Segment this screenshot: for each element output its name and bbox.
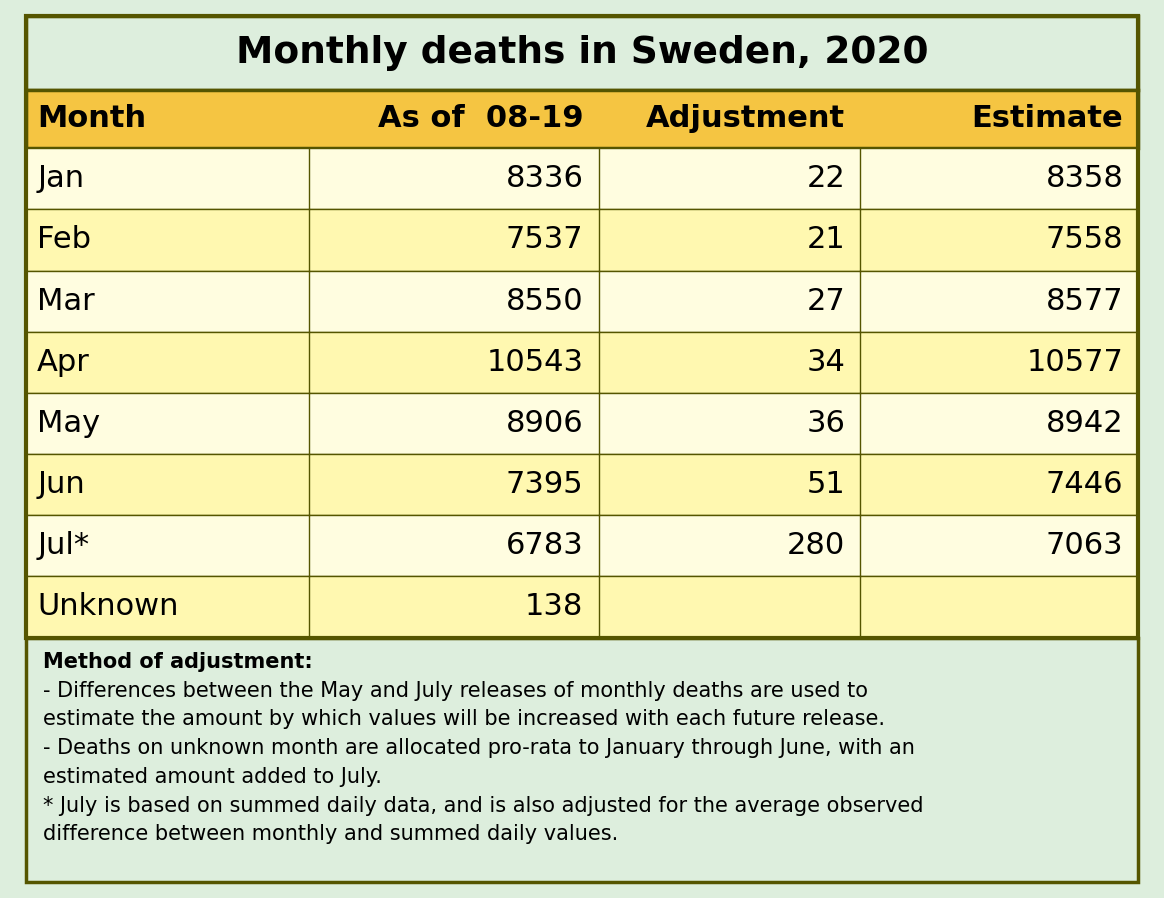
Text: Method of adjustment:: Method of adjustment: — [43, 652, 313, 672]
Text: - Deaths on unknown month are allocated pro-rata to January through June, with a: - Deaths on unknown month are allocated … — [43, 738, 915, 758]
Text: 36: 36 — [807, 409, 845, 438]
Text: As of  08-19: As of 08-19 — [378, 104, 583, 134]
Text: May: May — [37, 409, 100, 438]
Bar — [26, 638, 1138, 882]
Text: estimated amount added to July.: estimated amount added to July. — [43, 767, 382, 787]
Text: 34: 34 — [807, 348, 845, 377]
Text: Unknown: Unknown — [37, 593, 179, 621]
Text: 51: 51 — [807, 471, 845, 499]
Bar — [26, 209, 1138, 270]
Text: 22: 22 — [807, 164, 845, 193]
Text: Jan: Jan — [37, 164, 84, 193]
Text: 8336: 8336 — [505, 164, 583, 193]
Text: 7063: 7063 — [1045, 532, 1123, 560]
Text: 8577: 8577 — [1045, 286, 1123, 315]
Text: 8550: 8550 — [506, 286, 583, 315]
Text: Jun: Jun — [37, 471, 85, 499]
Text: Adjustment: Adjustment — [646, 104, 845, 134]
Bar — [26, 16, 1138, 90]
Bar — [26, 577, 1138, 638]
Text: Monthly deaths in Sweden, 2020: Monthly deaths in Sweden, 2020 — [236, 35, 928, 71]
Text: 138: 138 — [525, 593, 583, 621]
Text: 7558: 7558 — [1045, 225, 1123, 254]
Text: 10577: 10577 — [1027, 348, 1123, 377]
Text: Estimate: Estimate — [972, 104, 1123, 134]
Text: difference between monthly and summed daily values.: difference between monthly and summed da… — [43, 824, 618, 844]
Text: 8906: 8906 — [506, 409, 583, 438]
Bar — [26, 90, 1138, 148]
Text: 7446: 7446 — [1045, 471, 1123, 499]
Text: Month: Month — [37, 104, 147, 134]
Bar — [26, 270, 1138, 331]
Text: Apr: Apr — [37, 348, 90, 377]
Text: 7537: 7537 — [506, 225, 583, 254]
Text: 21: 21 — [807, 225, 845, 254]
Text: 10543: 10543 — [487, 348, 583, 377]
Text: 8358: 8358 — [1045, 164, 1123, 193]
Text: 6783: 6783 — [506, 532, 583, 560]
Text: 7395: 7395 — [506, 471, 583, 499]
Text: estimate the amount by which values will be increased with each future release.: estimate the amount by which values will… — [43, 709, 885, 729]
Text: 27: 27 — [807, 286, 845, 315]
Text: Mar: Mar — [37, 286, 95, 315]
Bar — [26, 16, 1138, 638]
Bar — [26, 515, 1138, 577]
Text: 8942: 8942 — [1045, 409, 1123, 438]
Bar — [26, 331, 1138, 393]
Bar — [26, 454, 1138, 515]
Text: Feb: Feb — [37, 225, 91, 254]
Text: 280: 280 — [787, 532, 845, 560]
Bar — [26, 393, 1138, 454]
Text: - Differences between the May and July releases of monthly deaths are used to: - Differences between the May and July r… — [43, 681, 868, 700]
Bar — [26, 148, 1138, 209]
Text: * July is based on summed daily data, and is also adjusted for the average obser: * July is based on summed daily data, an… — [43, 796, 923, 815]
Text: Jul*: Jul* — [37, 532, 90, 560]
